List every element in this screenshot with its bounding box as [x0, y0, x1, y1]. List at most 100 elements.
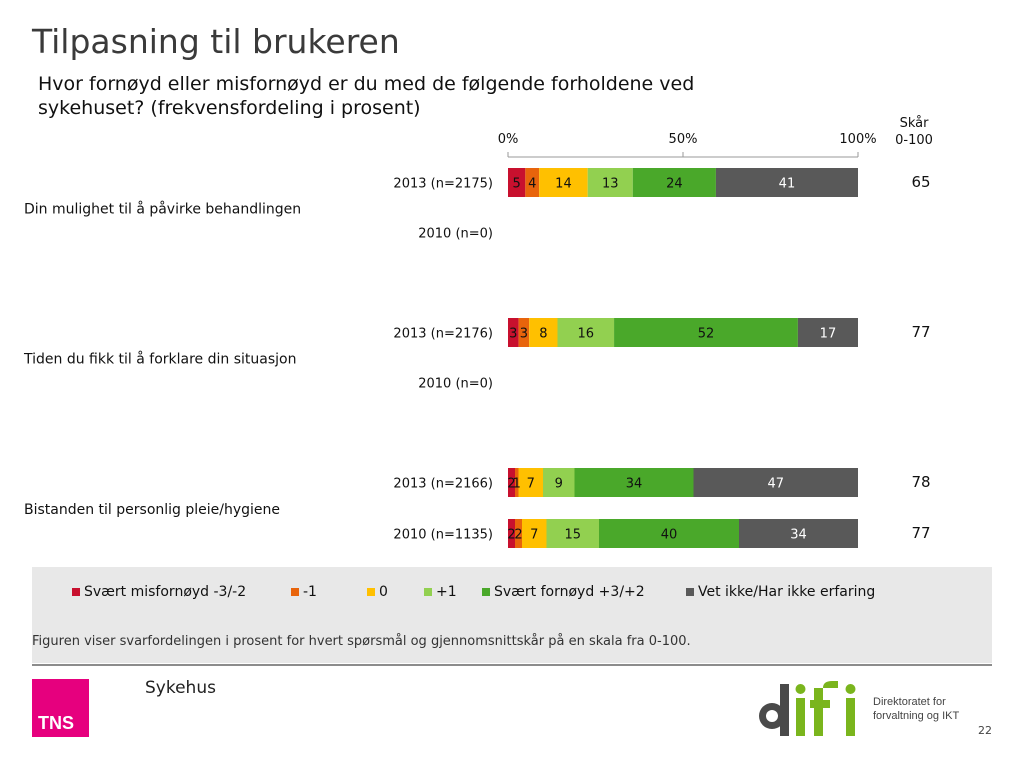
bar-segment — [574, 468, 694, 497]
row-label: 2010 (n=1135) — [393, 528, 493, 543]
page-number: 22 — [978, 724, 992, 737]
legend-item: Svært misfornøyd -3/-2 — [72, 584, 246, 600]
bar-segment — [515, 519, 522, 548]
bar-segment — [518, 318, 530, 347]
legend-swatch — [72, 588, 80, 596]
bar-data-label: 3 — [520, 327, 528, 342]
bar-segment — [546, 519, 599, 548]
bar-segment — [508, 168, 526, 197]
bar-data-label: 41 — [779, 177, 796, 192]
legend-item: Vet ikke/Har ikke erfaring — [686, 584, 875, 600]
bar-data-label: 16 — [578, 327, 595, 342]
bar-data-label: 47 — [767, 477, 784, 492]
bar-data-label: 9 — [555, 477, 563, 492]
legend-swatch — [424, 588, 432, 596]
row-label: 2013 (n=2176) — [393, 327, 493, 342]
bar-data-label: 52 — [698, 327, 715, 342]
bar-data-label: 34 — [790, 528, 807, 543]
bar-segment — [539, 168, 588, 197]
bar-segment — [614, 318, 798, 347]
bar-data-label: 15 — [564, 528, 581, 543]
question-label: Bistanden til personlig pleie/hygiene — [24, 502, 280, 518]
difi-logo — [759, 681, 856, 736]
tns-logo — [32, 679, 89, 737]
bar-segment — [693, 468, 858, 497]
legend-swatch — [686, 588, 694, 596]
bar-segment — [529, 318, 558, 347]
bar-segment — [508, 468, 515, 497]
bar-segment — [508, 519, 515, 548]
legend-item: +1 — [424, 584, 457, 600]
chart-subtitle: Hvor fornøyd eller misfornøyd er du med … — [38, 73, 695, 119]
bar-data-label: 7 — [527, 477, 535, 492]
bar-segment — [518, 468, 543, 497]
chart-labels: Skår 0-100 Din mulighet til å påvirke beha… — [23, 116, 933, 543]
row-label: 2013 (n=2175) — [393, 177, 493, 192]
bar-segment — [632, 168, 716, 197]
page-title: Tilpasning til brukeren — [32, 22, 400, 61]
row-label: 2010 (n=0) — [418, 227, 493, 242]
bar-segment — [525, 168, 540, 197]
bar-segment — [543, 468, 575, 497]
bar-segment — [715, 168, 858, 197]
score-header-line-1: Skår — [900, 116, 930, 131]
legend-swatch — [291, 588, 299, 596]
legend-label: Svært misfornøyd -3/-2 — [84, 584, 247, 600]
bar-data-label: 2 — [507, 528, 515, 543]
bar-data-label: 7 — [530, 528, 538, 543]
bar-data-label: 40 — [661, 528, 678, 543]
score-value: 77 — [911, 524, 930, 542]
score-header-line-2: 0-100 — [895, 133, 933, 148]
legend-label: +1 — [436, 584, 457, 600]
bar-data-label: 8 — [539, 327, 547, 342]
bar-data-label: 3 — [509, 327, 517, 342]
question-label: Din mulighet til å påvirke behandlingen — [24, 201, 301, 218]
bar-data-label: 13 — [602, 177, 619, 192]
bar-segment — [739, 519, 858, 548]
chart-axis: 0% 50% 100% — [498, 132, 877, 158]
footer-divider — [32, 664, 992, 666]
bar-segment — [557, 318, 615, 347]
row-label: 2013 (n=2166) — [393, 477, 493, 492]
bar-data-label: 17 — [820, 327, 837, 342]
legend-item: Svært fornøyd +3/+2 — [482, 584, 645, 600]
bar-data-label: 14 — [555, 177, 572, 192]
chart-bars — [508, 168, 858, 548]
bar-segment — [587, 168, 633, 197]
legend-label: Svært fornøyd +3/+2 — [494, 584, 645, 600]
row-label: 2010 (n=0) — [418, 377, 493, 392]
bar-data-label: 2 — [514, 528, 522, 543]
score-value: 77 — [911, 323, 930, 341]
legend-panel — [32, 567, 992, 663]
bar-segment — [599, 519, 739, 548]
bar-segment — [515, 468, 519, 497]
difi-org-line-2: forvaltning og IKT — [873, 710, 960, 722]
difi-org-name: Direktoratet for forvaltning og IKT — [873, 695, 959, 723]
score-value: 78 — [911, 473, 930, 491]
footer-label: Sykehus — [145, 678, 216, 698]
bar-data-label: 1 — [513, 477, 521, 492]
legend-label: -1 — [303, 584, 317, 600]
question-label: Tiden du fikk til å forklare din situasj… — [23, 351, 296, 368]
difi-org-line-1: Direktoratet for — [873, 696, 946, 708]
bar-data-label: 2 — [507, 477, 515, 492]
bar-segment — [508, 318, 519, 347]
stacked-bar-chart: 0% 50% 100% Skår 0-100 Din mulighet til å på… — [23, 116, 933, 548]
score-value: 65 — [911, 173, 930, 191]
legend-label: 0 — [379, 584, 388, 600]
legend-swatch — [367, 588, 375, 596]
bar-data-label: 34 — [626, 477, 643, 492]
legend-swatch — [482, 588, 490, 596]
x-tick-label: 100% — [839, 132, 876, 147]
footnote: Figuren viser svarfordelingen i prosent … — [32, 634, 691, 649]
legend-label: Vet ikke/Har ikke erfaring — [698, 584, 876, 600]
legend-item: -1 — [291, 584, 317, 600]
bar-data-label: 5 — [513, 177, 521, 192]
x-tick-label: 0% — [498, 132, 519, 147]
legend-item: 0 — [367, 584, 388, 600]
bar-segment — [797, 318, 858, 347]
bar-segment — [522, 519, 547, 548]
bar-data-label: 4 — [528, 177, 536, 192]
x-tick-label: 50% — [669, 132, 698, 147]
tns-logo-text: TNS — [38, 713, 74, 733]
